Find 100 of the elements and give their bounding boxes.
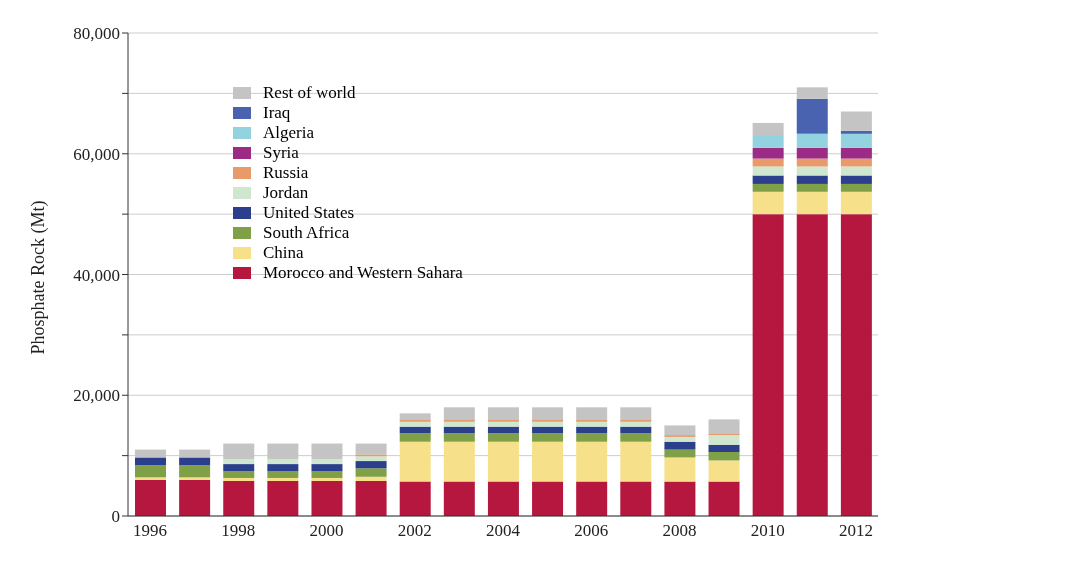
bar <box>796 191 828 215</box>
bar <box>752 147 784 159</box>
bar <box>840 214 872 516</box>
bar <box>752 175 784 184</box>
x-tick-label: 2000 <box>309 521 344 541</box>
bar <box>708 481 740 516</box>
bar <box>355 476 387 481</box>
bar <box>664 425 696 436</box>
bar <box>752 183 784 192</box>
bar <box>840 111 872 131</box>
x-tick-label: 2010 <box>750 521 785 541</box>
bar <box>267 480 299 516</box>
bar <box>532 426 564 434</box>
bar <box>443 407 475 420</box>
bar <box>443 433 475 442</box>
bar <box>664 481 696 516</box>
bar <box>620 441 652 482</box>
bar <box>532 481 564 516</box>
bar <box>576 426 608 434</box>
bar <box>443 421 475 427</box>
bar <box>179 457 211 466</box>
legend-label: Algeria <box>263 123 314 143</box>
legend-label: South Africa <box>263 223 350 243</box>
legend-label: Morocco and Western Sahara <box>263 263 463 283</box>
bar <box>135 477 166 480</box>
bar <box>840 183 872 192</box>
bar <box>179 479 211 516</box>
bar <box>311 464 343 472</box>
bar <box>311 477 343 481</box>
bar <box>796 98 828 134</box>
bar <box>532 433 564 442</box>
x-tick-label: 2012 <box>838 521 873 541</box>
bar <box>399 441 431 482</box>
bar <box>664 436 696 442</box>
bar <box>796 147 828 159</box>
bar <box>620 421 652 427</box>
bar <box>664 457 696 482</box>
bar <box>399 426 431 434</box>
bar <box>576 421 608 427</box>
bar <box>223 464 255 472</box>
legend-label: Jordan <box>263 183 309 203</box>
legend-label: Russia <box>263 163 309 183</box>
y-tick-label: 60,000 <box>73 144 120 164</box>
bar <box>355 461 387 469</box>
bar <box>752 122 784 136</box>
bar <box>796 166 828 176</box>
y-tick-label: 80,000 <box>73 24 120 44</box>
bar <box>620 481 652 516</box>
bar <box>399 481 431 516</box>
bar <box>708 452 740 461</box>
bar <box>708 419 740 434</box>
y-tick-label: 0 <box>111 507 120 527</box>
bar <box>223 471 255 478</box>
bar <box>708 444 740 452</box>
bar <box>532 407 564 420</box>
bar <box>487 433 519 442</box>
bar <box>399 421 431 427</box>
x-tick-label: 2004 <box>486 521 521 541</box>
bar <box>752 166 784 176</box>
bar <box>752 135 784 148</box>
legend-label: Iraq <box>263 103 291 123</box>
bar <box>532 421 564 427</box>
bar <box>311 459 343 465</box>
bar <box>620 433 652 442</box>
bar <box>179 477 211 480</box>
legend-label: Syria <box>263 143 299 163</box>
bar <box>355 468 387 477</box>
legend-label: Rest of world <box>263 83 356 103</box>
bar <box>840 191 872 215</box>
bar <box>223 459 255 465</box>
bar <box>708 460 740 482</box>
bar <box>796 175 828 184</box>
bar <box>443 441 475 482</box>
bar <box>355 480 387 516</box>
x-tick-label: 2006 <box>574 521 609 541</box>
bar <box>487 421 519 427</box>
bar <box>576 407 608 420</box>
bar <box>487 481 519 516</box>
bar <box>267 471 299 478</box>
bar <box>576 433 608 442</box>
bar <box>532 441 564 482</box>
bar <box>576 481 608 516</box>
bar <box>752 191 784 215</box>
bar <box>135 465 166 478</box>
bar <box>135 479 166 516</box>
bar <box>135 457 166 466</box>
bar <box>840 147 872 159</box>
bar <box>267 459 299 465</box>
bar <box>399 433 431 442</box>
bar <box>179 465 211 478</box>
x-tick-label: 1996 <box>133 521 168 541</box>
x-tick-label: 2002 <box>397 521 432 541</box>
y-tick-label: 20,000 <box>73 386 120 406</box>
bar <box>664 441 696 450</box>
bar <box>399 413 431 420</box>
bar <box>487 426 519 434</box>
bar <box>443 481 475 516</box>
bar <box>708 435 740 445</box>
bar <box>267 477 299 481</box>
bar <box>840 130 872 134</box>
